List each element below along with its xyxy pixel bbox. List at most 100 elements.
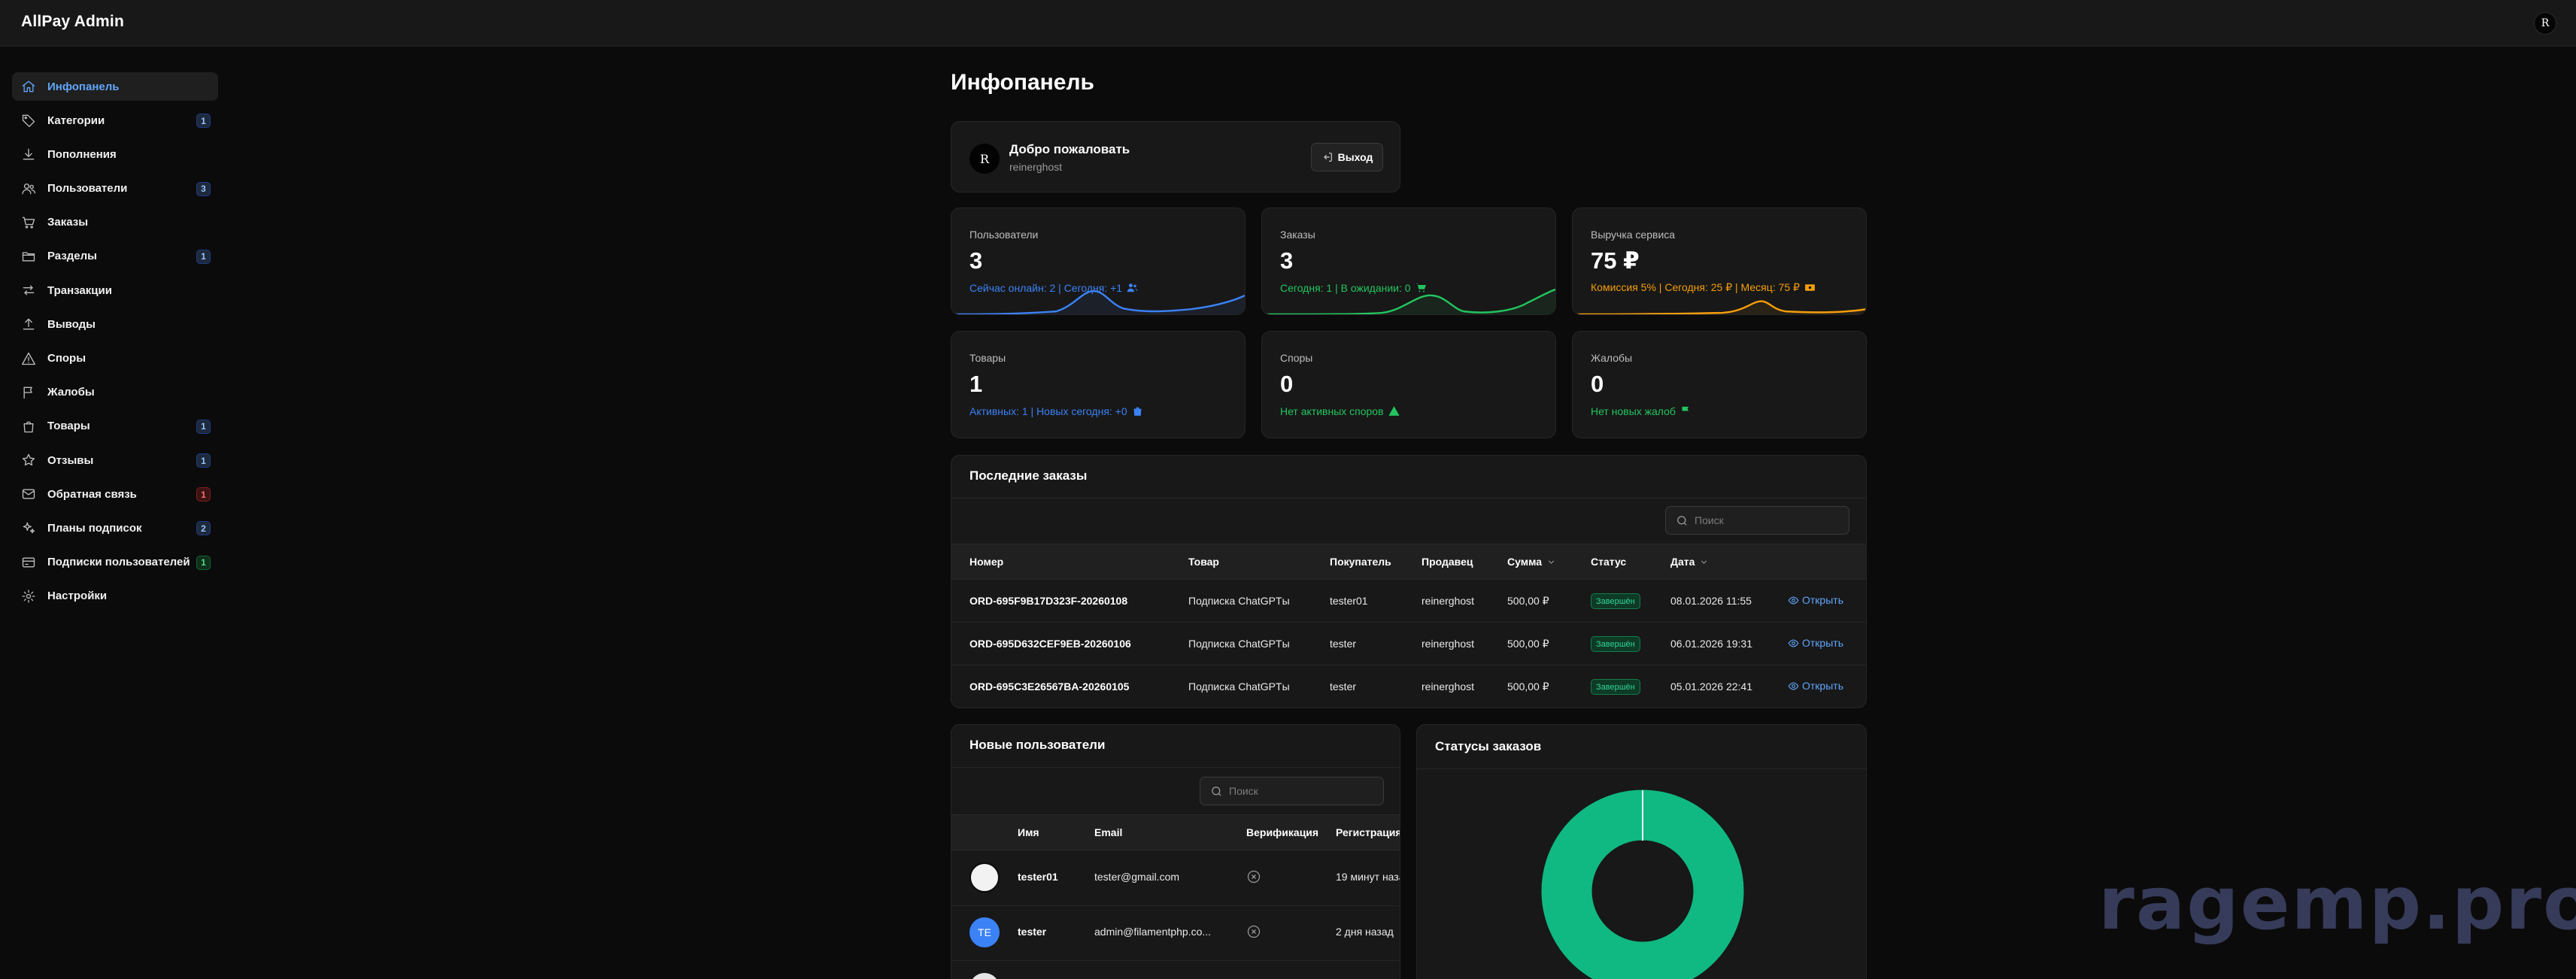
column-sum[interactable]: Сумма — [1507, 556, 1556, 568]
order-date: 05.01.2026 22:41 — [1670, 680, 1752, 693]
sidebar-item[interactable]: Жалобы — [12, 378, 218, 407]
user-registered: 2 дня назад — [1336, 926, 1394, 938]
users-search[interactable] — [1200, 777, 1384, 805]
column-number[interactable]: Номер — [969, 556, 1004, 568]
order-sum: 500,00 ₽ — [1507, 595, 1549, 607]
search-input[interactable] — [1229, 785, 1342, 797]
gear-icon — [21, 589, 36, 604]
users-table-header: Имя Email Верификация Регистрация — [951, 814, 1400, 850]
sidebar-item[interactable]: Пополнения — [12, 140, 218, 168]
column-verification[interactable]: Верификация — [1246, 826, 1319, 838]
stat-value: 75 ₽ — [1591, 247, 1640, 274]
status-badge: Завершён — [1591, 593, 1640, 609]
sidebar-item[interactable]: Разделы 1 — [12, 242, 218, 271]
sidebar-item[interactable]: Транзакции — [12, 276, 218, 305]
order-sum: 500,00 ₽ — [1507, 680, 1549, 693]
unverified-icon — [1246, 924, 1261, 939]
welcome-username: reinerghost — [1009, 161, 1063, 173]
sidebar-item-label: Транзакции — [47, 283, 112, 297]
logout-label: Выход — [1337, 151, 1373, 163]
warning-icon — [21, 351, 36, 366]
sparkles-icon — [21, 520, 36, 535]
table-row[interactable]: ORD-695F9B17D323F-20260108 Подписка ChatG… — [951, 580, 1866, 623]
stat-description: Сегодня: 1 | В ожидании: 0 — [1280, 281, 1428, 294]
column-buyer[interactable]: Покупатель — [1330, 556, 1391, 568]
sidebar-item-label: Выводы — [47, 317, 96, 331]
search-icon — [1677, 515, 1687, 526]
sidebar-item[interactable]: Споры — [12, 344, 218, 373]
sidebar-item[interactable]: Обратная связь 1 — [12, 480, 218, 508]
orders-search[interactable] — [1665, 506, 1849, 535]
divider — [951, 767, 1400, 768]
column-product[interactable]: Товар — [1188, 556, 1219, 568]
count-badge: 2 — [196, 521, 211, 536]
count-badge: 1 — [196, 555, 211, 570]
chevron-down-icon — [1548, 559, 1555, 564]
stat-value: 0 — [1591, 371, 1604, 397]
table-row[interactable]: ORD-695C3E26567BA-20260105 Подписка ChatG… — [951, 665, 1866, 708]
column-date-label: Дата — [1670, 556, 1695, 568]
sidebar-item-label: Обратная связь — [47, 487, 137, 501]
column-name[interactable]: Имя — [1018, 826, 1039, 838]
folder-icon — [21, 249, 36, 264]
divider — [1417, 768, 1866, 769]
order-product: Подписка ChatGPTы — [1188, 680, 1290, 693]
logout-button[interactable]: Выход — [1311, 143, 1383, 171]
stat-description: Комиссия 5% | Сегодня: 25 ₽ | Месяц: 75 … — [1591, 281, 1816, 294]
order-seller: reinerghost — [1422, 595, 1475, 607]
column-status[interactable]: Статус — [1591, 556, 1627, 568]
stat-card: Выручка сервиса 75 ₽ Комиссия 5% | Сегодня… — [1572, 208, 1867, 315]
order-buyer: tester — [1330, 680, 1357, 693]
open-order-link[interactable]: Открыть — [1788, 680, 1843, 692]
cash-icon — [1805, 284, 1815, 291]
sidebar-item-label: Товары — [47, 420, 90, 433]
app-title[interactable]: AllPay Admin — [21, 13, 124, 30]
count-badge: 1 — [196, 453, 211, 468]
donut-hole — [1592, 841, 1693, 941]
column-email[interactable]: Email — [1094, 826, 1123, 838]
sidebar-item-label: Инфопанель — [47, 80, 120, 93]
sidebar-item[interactable]: Заказы — [12, 208, 218, 237]
table-row[interactable]: ORD-695D632CEF9EB-20260106 Подписка ChatG… — [951, 623, 1866, 665]
open-order-label: Открыть — [1802, 680, 1843, 692]
open-order-link[interactable]: Открыть — [1788, 594, 1843, 606]
sidebar-item-label: Пополнения — [47, 147, 117, 161]
eye-icon — [1788, 596, 1799, 604]
sidebar-item[interactable]: Настройки — [12, 582, 218, 611]
column-registration[interactable]: Регистрация — [1336, 826, 1400, 838]
section-title: Последние заказы — [969, 468, 1088, 483]
sidebar-item[interactable]: Планы подписок 2 — [12, 514, 218, 542]
stat-description: Нет новых жалоб — [1591, 405, 1692, 417]
sidebar-item[interactable]: Подписки пользователей 1 — [12, 548, 218, 577]
flag-icon — [1682, 406, 1689, 411]
sidebar-item[interactable]: Товары 1 — [12, 412, 218, 441]
sidebar-item[interactable]: Отзывы 1 — [12, 446, 218, 474]
sidebar-item[interactable]: Категории 1 — [12, 106, 218, 135]
open-order-label: Открыть — [1802, 594, 1843, 606]
sidebar-item[interactable]: Инфопанель — [12, 72, 218, 101]
chevron-down-icon — [1701, 559, 1707, 564]
stat-card: Товары 1 Активных: 1 | Новых сегодня: +0 — [951, 331, 1246, 438]
order-buyer: tester01 — [1330, 595, 1368, 607]
stat-value: 3 — [969, 247, 983, 274]
user-avatar[interactable]: R — [2534, 12, 2556, 35]
column-seller[interactable]: Продавец — [1422, 556, 1473, 568]
sparkline — [1573, 300, 1866, 314]
divider — [951, 498, 1866, 499]
stat-label: Пользователи — [969, 229, 1039, 241]
stat-description-text: Сейчас онлайн: 2 | Сегодня: +1 — [969, 281, 1123, 294]
orders-table-header: Номер Товар Покупатель Продавец Сумма Ст… — [951, 544, 1866, 580]
stat-description-text: Нет новых жалоб — [1591, 405, 1676, 417]
open-order-link[interactable]: Открыть — [1788, 637, 1843, 649]
table-row[interactable]: TE tester admin@filamentphp.co... 2 дня наз… — [951, 906, 1400, 961]
stat-label: Товары — [969, 352, 1006, 364]
sidebar-item[interactable]: Пользователи 3 — [12, 174, 218, 203]
eye-icon — [1788, 682, 1799, 690]
stat-description-text: Сегодня: 1 | В ожидании: 0 — [1280, 281, 1411, 294]
user-name: tester01 — [1018, 871, 1058, 883]
search-input[interactable] — [1695, 514, 1807, 526]
table-row[interactable]: tester01 tester@gmail.com 19 минут назад — [951, 851, 1400, 906]
sidebar-item[interactable]: Выводы — [12, 310, 218, 338]
stat-description: Сейчас онлайн: 2 | Сегодня: +1 — [969, 281, 1139, 294]
column-date[interactable]: Дата — [1670, 556, 1709, 568]
